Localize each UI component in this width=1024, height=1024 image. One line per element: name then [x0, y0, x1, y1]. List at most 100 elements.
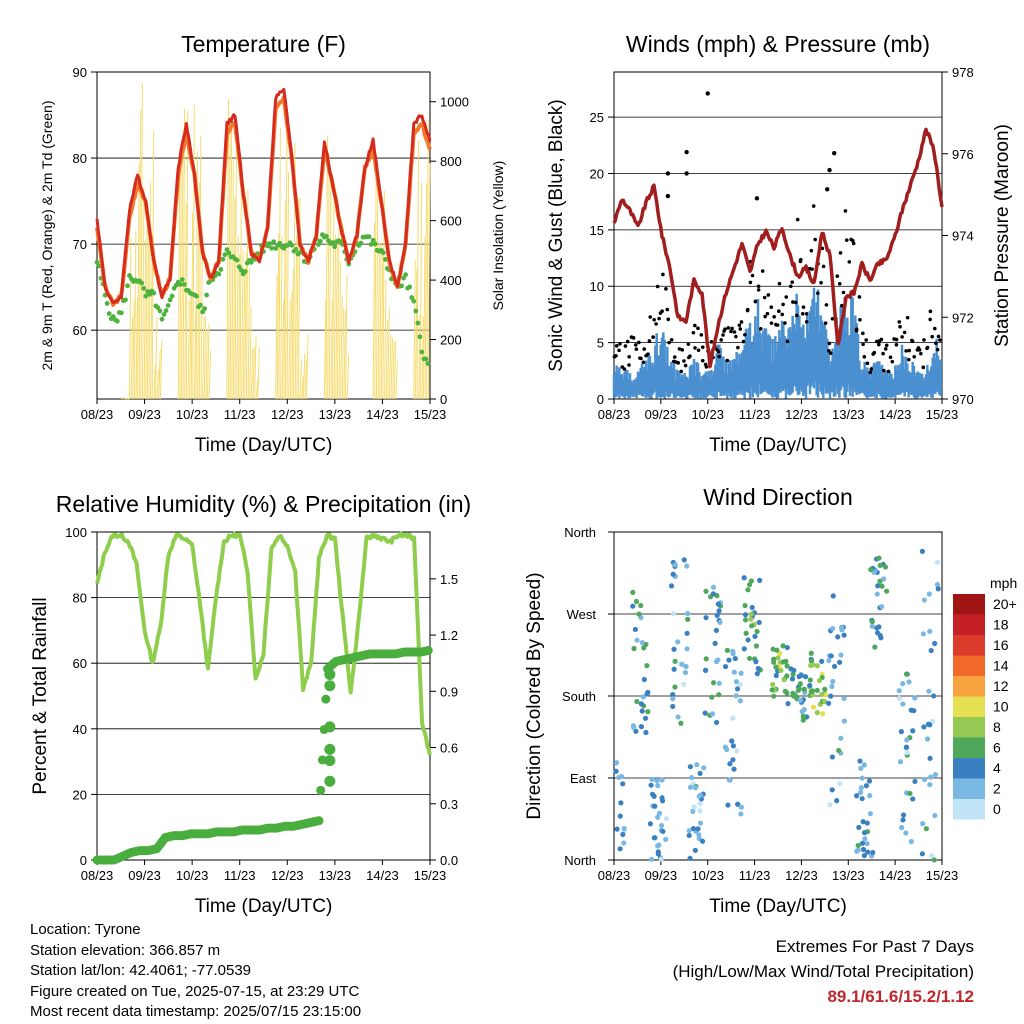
x-tick-label: 10/23 — [176, 868, 209, 883]
direction-point — [713, 719, 720, 726]
gust-point — [886, 369, 891, 374]
y-right-tick-label: 1.5 — [440, 572, 458, 587]
direction-point — [684, 563, 690, 569]
extremes-values: 89.1/61.6/15.2/1.12 — [827, 987, 974, 1006]
direction-point — [926, 688, 932, 694]
direction-point — [830, 593, 836, 599]
gust-point — [819, 280, 823, 285]
gust-point — [723, 327, 727, 331]
direction-point — [648, 856, 655, 862]
solar-line — [330, 300, 333, 400]
direction-point — [639, 708, 645, 714]
direction-point — [738, 811, 744, 817]
direction-point — [795, 687, 801, 693]
gust-point — [824, 303, 829, 307]
station-info: Location: Tyrone Station elevation: 366.… — [30, 920, 361, 1023]
gust-point — [704, 365, 709, 369]
direction-point — [829, 683, 835, 690]
dewpoint-point — [358, 240, 364, 246]
direction-point — [691, 804, 697, 810]
gust-point — [830, 316, 835, 321]
direction-point — [730, 715, 736, 721]
gust-point — [726, 326, 731, 330]
direction-point — [783, 658, 789, 664]
solar-line — [192, 103, 195, 400]
gust-point — [709, 340, 714, 344]
direction-point — [631, 724, 637, 731]
precip-jump-point — [324, 721, 336, 733]
direction-point — [836, 659, 843, 665]
temp-2m-line — [95, 87, 432, 304]
direction-point — [642, 715, 649, 721]
legend-swatch — [953, 696, 985, 717]
gust-outlier-point — [825, 187, 830, 192]
direction-point — [631, 645, 637, 652]
direction-point — [900, 812, 907, 818]
direction-point — [686, 828, 692, 834]
solar-line — [380, 253, 384, 400]
direction-point — [697, 808, 703, 814]
direction-point — [748, 616, 754, 622]
direction-point — [928, 647, 934, 654]
gust-point — [763, 314, 767, 319]
direction-point — [620, 831, 626, 838]
y-tick-label: 15 — [590, 223, 604, 238]
direction-point — [830, 625, 836, 632]
legend-swatch — [953, 676, 985, 697]
direction-point — [652, 803, 658, 809]
direction-point — [780, 643, 786, 649]
direction-point — [632, 626, 638, 633]
direction-point — [837, 781, 843, 787]
dewpoint-point — [204, 292, 210, 298]
direction-point — [614, 760, 620, 766]
direction-point — [921, 724, 927, 730]
y-tick-label: 40 — [73, 722, 87, 737]
gust-point — [627, 354, 631, 359]
direction-point — [684, 630, 690, 636]
gust-point — [795, 313, 799, 318]
direction-point — [934, 559, 941, 566]
solar-line — [133, 230, 137, 400]
gust-point — [756, 288, 761, 292]
direction-point — [903, 830, 909, 836]
solar-line — [180, 129, 184, 400]
solar-line — [244, 252, 247, 400]
solar-line — [289, 291, 293, 400]
direction-point — [702, 710, 708, 716]
solar-line — [291, 268, 294, 400]
direction-point — [801, 686, 807, 692]
gust-point — [677, 347, 682, 351]
legend-swatch — [953, 717, 985, 738]
temperature-panel: 60 70 80 90 08/23 09/23 10/23 11/23 12/23 13/23 14… — [39, 31, 506, 456]
gust-point — [823, 321, 828, 325]
gust-point — [775, 323, 780, 327]
direction-point — [647, 821, 654, 827]
direction-point — [672, 562, 678, 568]
x-tick-label: 08/23 — [81, 407, 114, 422]
y-tick-label: 80 — [73, 591, 87, 606]
solar-line — [159, 340, 163, 400]
direction-point — [919, 851, 925, 857]
y-right-tick-label: 970 — [952, 392, 974, 407]
panel-title: Temperature (F) — [181, 31, 346, 57]
direction-point — [670, 611, 677, 617]
direction-point — [932, 640, 938, 647]
dewpoint-point — [177, 282, 183, 287]
solar-line — [206, 324, 210, 400]
precip-jump-point — [324, 743, 336, 755]
dewpoint-point — [425, 361, 431, 366]
y-tick-label: 60 — [73, 656, 87, 671]
direction-point — [663, 816, 670, 822]
y-right-tick-label: 600 — [440, 214, 462, 229]
direction-point — [659, 822, 665, 829]
direction-point — [896, 695, 903, 701]
direction-point — [710, 591, 716, 597]
direction-point — [648, 782, 654, 788]
legend-swatch — [953, 737, 985, 758]
y-right-tick-label: 400 — [440, 273, 462, 288]
direction-point — [867, 811, 874, 817]
recent-timestamp: Most recent data timestamp: 2025/07/15 2… — [30, 1003, 362, 1020]
direction-point — [671, 666, 677, 672]
direction-point — [697, 820, 704, 826]
direction-point — [757, 577, 763, 583]
